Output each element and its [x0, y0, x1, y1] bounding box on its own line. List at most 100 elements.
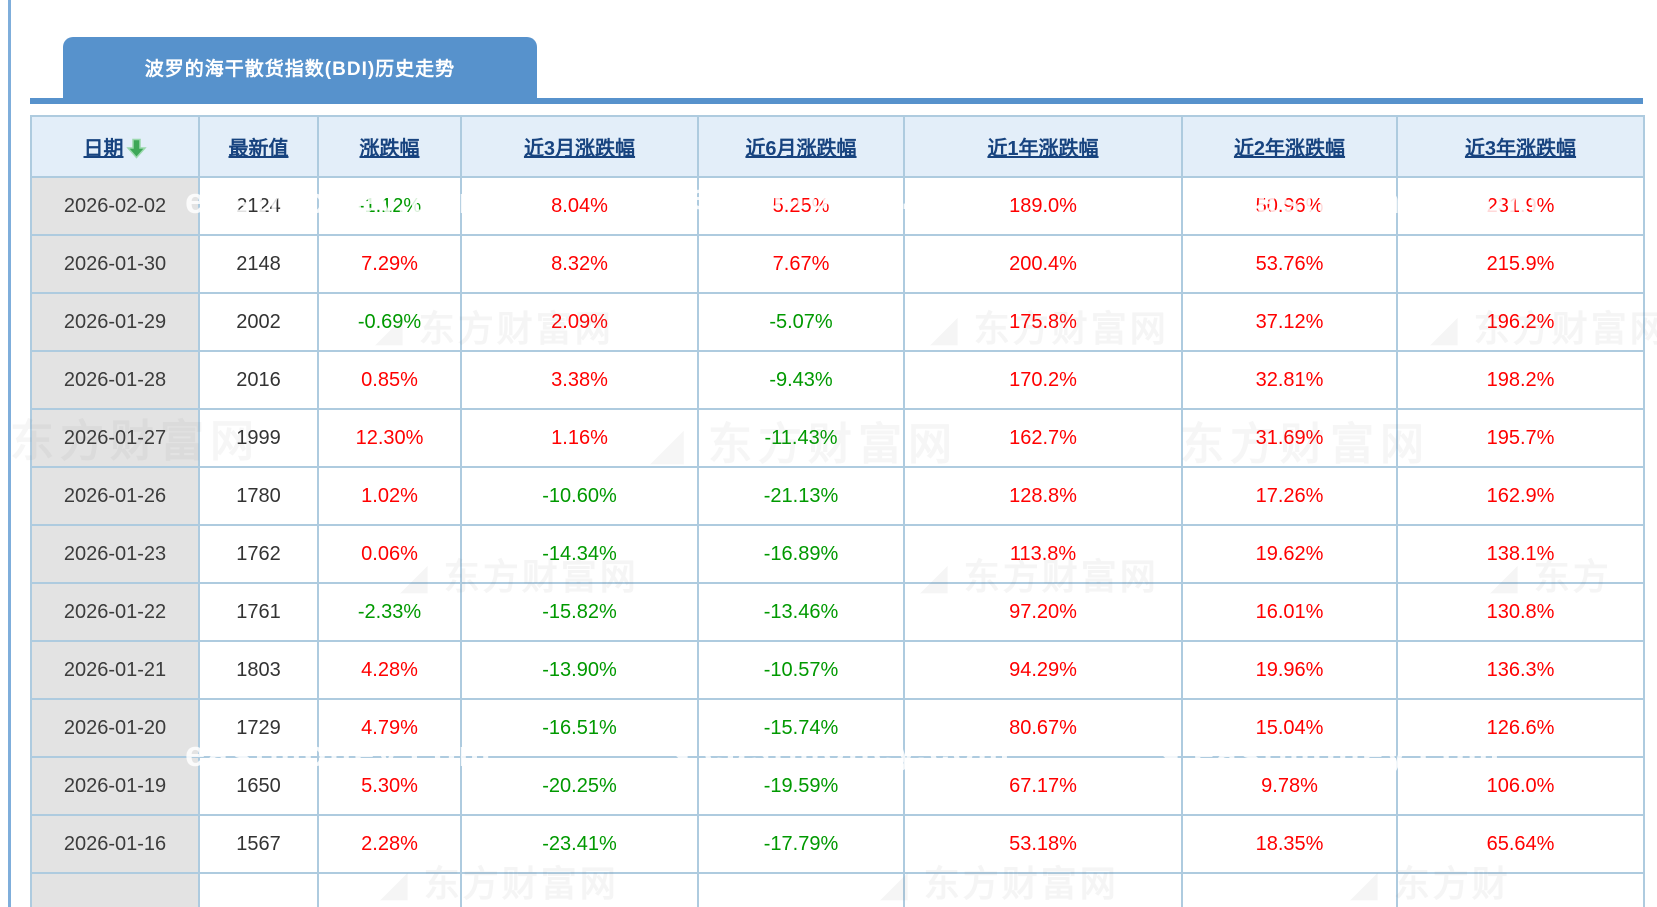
change-1y-cell: 80.67%	[903, 698, 1183, 758]
date-cell: 2026-01-29	[30, 292, 200, 352]
table-row: 2026-01-29 2002 -0.69% 2.09% -5.07% 175.8% 37.…	[30, 292, 1645, 352]
table-row-partial	[30, 872, 1645, 907]
column-header-1: 最新值	[198, 115, 319, 178]
change-3y-cell: 162.9%	[1396, 466, 1645, 526]
page-title-text: 波罗的海干散货指数(BDI)历史走势	[144, 59, 456, 80]
table-cell	[317, 872, 462, 907]
column-header-link[interactable]: 近3月涨跌幅	[523, 138, 636, 160]
table-cell	[198, 872, 319, 907]
change-6m-cell: -9.43%	[697, 350, 905, 410]
change-2y-cell: 37.12%	[1181, 292, 1398, 352]
change-3m-cell: -23.41%	[460, 814, 699, 874]
column-header-0: 日期	[30, 115, 200, 178]
change-6m-cell: 7.67%	[697, 234, 905, 294]
table-header: 日期 最新值 涨跌幅 近3月涨跌幅 近6月涨跌幅 近1年涨跌幅 近2年涨跌幅 近3年涨跌幅	[30, 115, 1645, 178]
change-3y-cell: 136.3%	[1396, 640, 1645, 700]
change-6m-cell: -10.57%	[697, 640, 905, 700]
table-row: 2026-01-30 2148 7.29% 8.32% 7.67% 200.4% 53.76…	[30, 234, 1645, 294]
column-header-link[interactable]: 近2年涨跌幅	[1233, 138, 1346, 160]
latest-value-cell: 1762	[198, 524, 319, 584]
table-row: 2026-01-19 1650 5.30% -20.25% -19.59% 67.17% 9…	[30, 756, 1645, 816]
date-cell: 2026-01-28	[30, 350, 200, 410]
change-3m-cell: 8.04%	[460, 176, 699, 236]
date-cell	[30, 872, 200, 907]
date-cell: 2026-01-20	[30, 698, 200, 758]
column-header-link[interactable]: 近6月涨跌幅	[745, 138, 857, 160]
latest-value-cell: 1567	[198, 814, 319, 874]
table-cell	[903, 872, 1183, 907]
change-pct-cell: 0.85%	[317, 350, 462, 410]
change-pct-cell: -0.69%	[317, 292, 462, 352]
change-pct-cell: 1.02%	[317, 466, 462, 526]
change-3m-cell: -15.82%	[460, 582, 699, 642]
table-row: 2026-01-16 1567 2.28% -23.41% -17.79% 53.18% 1…	[30, 814, 1645, 874]
change-3m-cell: 1.16%	[460, 408, 699, 468]
change-6m-cell: -15.74%	[697, 698, 905, 758]
change-pct-cell: 4.28%	[317, 640, 462, 700]
change-3m-cell: -14.34%	[460, 524, 699, 584]
change-3y-cell: 138.1%	[1396, 524, 1645, 584]
change-6m-cell: 5.25%	[697, 176, 905, 236]
change-2y-cell: 18.35%	[1181, 814, 1398, 874]
change-3m-cell: -13.90%	[460, 640, 699, 700]
change-3m-cell: -10.60%	[460, 466, 699, 526]
change-1y-cell: 97.20%	[903, 582, 1183, 642]
column-header-link[interactable]: 近3年涨跌幅	[1464, 138, 1577, 160]
change-3m-cell: -20.25%	[460, 756, 699, 816]
change-6m-cell: -17.79%	[697, 814, 905, 874]
date-cell: 2026-01-27	[30, 408, 200, 468]
change-6m-cell: -13.46%	[697, 582, 905, 642]
latest-value-cell: 1999	[198, 408, 319, 468]
latest-value-cell: 1729	[198, 698, 319, 758]
change-2y-cell: 50.96%	[1181, 176, 1398, 236]
change-1y-cell: 53.18%	[903, 814, 1183, 874]
date-cell: 2026-01-22	[30, 582, 200, 642]
column-header-6: 近2年涨跌幅	[1181, 115, 1398, 178]
change-pct-cell: 2.28%	[317, 814, 462, 874]
latest-value-cell: 1761	[198, 582, 319, 642]
change-3y-cell: 106.0%	[1396, 756, 1645, 816]
page-title: 波罗的海干散货指数(BDI)历史走势	[63, 37, 537, 98]
table-row: 2026-01-26 1780 1.02% -10.60% -21.13% 128.8% 1…	[30, 466, 1645, 526]
change-3y-cell: 130.8%	[1396, 582, 1645, 642]
change-6m-cell: -21.13%	[697, 466, 905, 526]
change-3m-cell: 3.38%	[460, 350, 699, 410]
change-3m-cell: 2.09%	[460, 292, 699, 352]
date-cell: 2026-01-21	[30, 640, 200, 700]
latest-value-cell: 2124	[198, 176, 319, 236]
table-cell	[460, 872, 699, 907]
change-6m-cell: -19.59%	[697, 756, 905, 816]
change-3y-cell: 196.2%	[1396, 292, 1645, 352]
header-row: 日期 最新值 涨跌幅 近3月涨跌幅 近6月涨跌幅 近1年涨跌幅 近2年涨跌幅 近3年涨跌幅	[30, 115, 1645, 178]
change-2y-cell: 16.01%	[1181, 582, 1398, 642]
table-row: 2026-01-22 1761 -2.33% -15.82% -13.46% 97.20%…	[30, 582, 1645, 642]
change-6m-cell: -5.07%	[697, 292, 905, 352]
latest-value-cell: 2002	[198, 292, 319, 352]
title-underline-bar	[30, 98, 1643, 104]
sort-desc-icon[interactable]	[125, 138, 147, 159]
column-header-3: 近3月涨跌幅	[460, 115, 699, 178]
change-1y-cell: 175.8%	[903, 292, 1183, 352]
column-header-link[interactable]: 最新值	[228, 138, 289, 160]
change-6m-cell: -16.89%	[697, 524, 905, 584]
change-1y-cell: 94.29%	[903, 640, 1183, 700]
change-pct-cell: 12.30%	[317, 408, 462, 468]
change-1y-cell: 170.2%	[903, 350, 1183, 410]
column-header-link[interactable]: 近1年涨跌幅	[987, 138, 1099, 160]
column-header-link[interactable]: 日期	[83, 138, 124, 160]
change-3m-cell: 8.32%	[460, 234, 699, 294]
table-row: 2026-01-23 1762 0.06% -14.34% -16.89% 113.8% 1…	[30, 524, 1645, 584]
change-3y-cell: 65.64%	[1396, 814, 1645, 874]
table-row: 2026-01-28 2016 0.85% 3.38% -9.43% 170.2% 32.8…	[30, 350, 1645, 410]
change-1y-cell: 200.4%	[903, 234, 1183, 294]
column-header-7: 近3年涨跌幅	[1396, 115, 1645, 178]
change-2y-cell: 53.76%	[1181, 234, 1398, 294]
column-header-link[interactable]: 涨跌幅	[359, 138, 420, 160]
table-row: 2026-01-20 1729 4.79% -16.51% -15.74% 80.67% 1…	[30, 698, 1645, 758]
table-row: 2026-02-02 2124 -1.12% 8.04% 5.25% 189.0% 50.9…	[30, 176, 1645, 236]
latest-value-cell: 1780	[198, 466, 319, 526]
change-2y-cell: 19.96%	[1181, 640, 1398, 700]
date-cell: 2026-01-19	[30, 756, 200, 816]
column-header-2: 涨跌幅	[317, 115, 462, 178]
